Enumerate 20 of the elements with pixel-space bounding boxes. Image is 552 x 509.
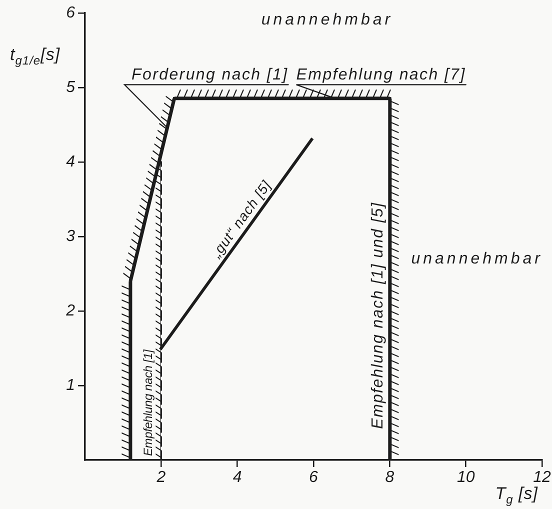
x-tick-label: 6 xyxy=(309,469,318,486)
y-tick-label: 6 xyxy=(66,4,76,22)
text: Empfehlung nach [1] und [5] xyxy=(370,202,387,430)
y-axis-title: t$_{g1/e}$[s] xyxy=(10,45,60,70)
annotation: unannehmbar xyxy=(261,12,394,29)
y-tick-label: 3 xyxy=(66,228,76,245)
x-tick-label: 10 xyxy=(456,469,475,486)
y-tick-label: 2 xyxy=(65,302,76,320)
x-tick-label: 4 xyxy=(232,469,242,486)
x-tick-label: 8 xyxy=(385,469,394,486)
text: Forderung nach [1] xyxy=(131,66,288,84)
text: Empfehlung nach [1] xyxy=(141,348,156,456)
y-tick-label: 4 xyxy=(66,153,76,170)
y-tick-label: 1 xyxy=(66,376,75,394)
series-label: Empfehlung nach [7] xyxy=(296,66,466,84)
x-axis-title: T$_{g}$ [s] xyxy=(495,484,538,508)
x-tick-label: 12 xyxy=(533,469,551,486)
x-tick-label: 2 xyxy=(156,469,166,486)
y-tick-label: 5 xyxy=(66,78,76,96)
annotation: unannehmbar xyxy=(411,250,543,268)
